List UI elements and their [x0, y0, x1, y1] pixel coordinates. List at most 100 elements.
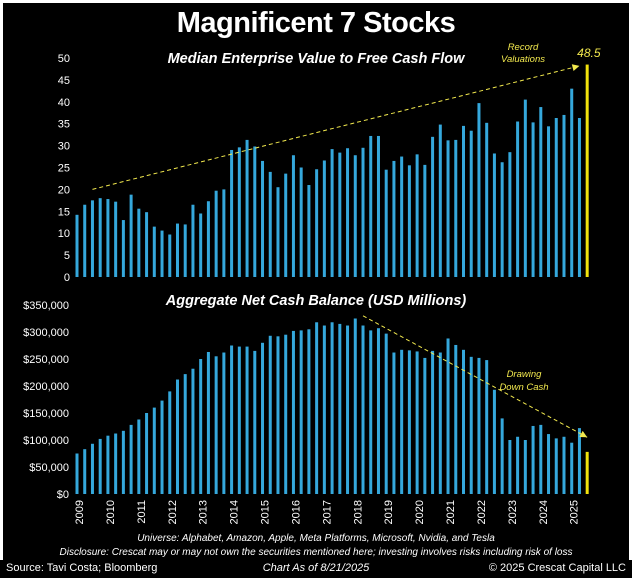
latest-value-label: 48.5	[577, 46, 601, 60]
net-cash-bar	[199, 359, 203, 494]
ev-fcf-bar	[516, 121, 520, 277]
ev-fcf-bar	[276, 187, 280, 277]
net-cash-bar	[338, 323, 342, 494]
ev-fcf-bar	[268, 171, 272, 277]
net-cash-bar	[415, 351, 419, 494]
year-tick-label: 2022	[476, 500, 488, 524]
ev-fcf-bar	[261, 160, 265, 277]
net-cash-bar	[160, 400, 164, 494]
ev-fcf-bar	[299, 167, 303, 277]
ev-fcf-bar	[492, 153, 496, 277]
net-cash-bar	[191, 368, 195, 494]
ev-fcf-bar	[222, 189, 226, 277]
net-cash-bar	[129, 424, 133, 494]
ev-fcf-y-tick-label: 25	[58, 163, 70, 175]
ev-fcf-bar	[75, 214, 79, 277]
net-cash-bar	[562, 436, 566, 494]
chart-date: Chart As of 8/21/2025	[262, 562, 370, 574]
net-cash-bar	[462, 349, 465, 494]
year-tick-label: 2018	[352, 500, 364, 524]
ev-fcf-bar	[106, 199, 110, 277]
ev-fcf-bar	[330, 149, 334, 277]
net-cash-bar	[361, 325, 365, 494]
ev-fcf-y-tick-label: 0	[64, 272, 70, 284]
annotation-valuations: Valuations	[501, 54, 545, 65]
ev-fcf-bar	[554, 118, 558, 277]
net-cash-y-tick-label: $150,000	[23, 408, 69, 420]
ev-fcf-bar	[121, 220, 125, 277]
net-cash-trend-arrowhead	[579, 430, 588, 438]
net-cash-bar	[446, 338, 450, 494]
ev-fcf-bar	[361, 147, 365, 277]
ev-fcf-bar	[284, 173, 288, 277]
ev-fcf-bar	[469, 130, 473, 277]
net-cash-trend-line	[362, 315, 588, 438]
year-tick-label: 2023	[507, 500, 519, 524]
net-cash-bar	[431, 350, 435, 494]
ev-fcf-bar	[423, 164, 427, 277]
ev-fcf-bar	[477, 103, 481, 277]
ev-fcf-bar	[338, 152, 342, 277]
ev-fcf-y-tick-label: 20	[58, 184, 70, 196]
net-cash-bar	[253, 350, 257, 494]
net-cash-bar	[268, 335, 272, 494]
net-cash-bar	[516, 436, 520, 494]
ev-fcf-bar	[245, 139, 249, 277]
ev-fcf-bar	[191, 204, 195, 277]
ev-fcf-bar	[415, 154, 419, 277]
net-cash-bar	[477, 357, 481, 494]
top-chart-subtitle: Median Enterprise Value to Free Cash Flo…	[167, 51, 465, 67]
ev-fcf-bar	[214, 190, 218, 277]
net-cash-bar	[83, 449, 87, 494]
ev-fcf-bar	[384, 169, 388, 277]
bottom-chart-subtitle: Aggregate Net Cash Balance (USD Millions…	[165, 293, 467, 309]
ev-fcf-bar	[438, 124, 442, 278]
ev-fcf-bar	[291, 155, 295, 277]
net-cash-bar	[284, 334, 288, 494]
footer-bar: Source: Tavi Costa; Bloomberg Chart As o…	[0, 560, 632, 578]
chart-panel: Magnificent 7 Stocks Median Enterprise V…	[3, 3, 629, 560]
net-cash-bar	[237, 346, 241, 494]
ev-fcf-bar	[315, 169, 319, 277]
ev-fcf-y-tick-label: 50	[58, 53, 70, 65]
net-cash-y-tick-label: $50,000	[29, 462, 69, 474]
net-cash-y-tick-label: $250,000	[23, 354, 69, 366]
net-cash-bar	[500, 418, 504, 494]
net-cash-bar	[376, 328, 380, 494]
ev-fcf-y-tick-label: 45	[58, 75, 70, 87]
ev-fcf-bar	[500, 162, 504, 277]
net-cash-bar	[75, 453, 79, 494]
net-cash-y-tick-label: $350,000	[23, 300, 69, 312]
year-tick-label: 2020	[414, 500, 426, 524]
ev-fcf-y-tick-label: 35	[58, 119, 70, 131]
net-cash-bar	[114, 433, 118, 494]
ev-fcf-bar	[129, 194, 133, 277]
net-cash-bar	[307, 329, 311, 494]
year-tick-label: 2024	[538, 500, 550, 524]
net-cash-bar	[454, 344, 458, 494]
net-cash-bar	[222, 352, 226, 494]
net-cash-bar	[554, 438, 558, 494]
source-credit: Source: Tavi Costa; Bloomberg	[6, 562, 158, 574]
net-cash-bar	[90, 443, 94, 494]
ev-fcf-bar	[454, 139, 458, 277]
ev-fcf-bar	[508, 152, 512, 277]
ev-fcf-y-tick-label: 15	[58, 206, 70, 218]
ev-fcf-bar	[462, 125, 465, 277]
year-tick-label: 2016	[290, 500, 302, 524]
ev-fcf-bar	[523, 99, 527, 277]
ev-fcf-bar	[206, 201, 210, 277]
net-cash-bar	[384, 333, 388, 494]
annotation-drawing: Drawing	[507, 369, 543, 380]
net-cash-bar	[407, 350, 411, 494]
ev-fcf-bar	[253, 146, 257, 277]
ev-fcf-bar	[237, 147, 241, 277]
net-cash-bar	[230, 345, 234, 494]
ev-fcf-bar	[114, 201, 118, 277]
year-tick-label: 2017	[321, 500, 333, 524]
ev-fcf-bar	[183, 224, 187, 277]
net-cash-bar	[299, 330, 303, 494]
copyright: © 2025 Crescat Capital LLC	[488, 562, 626, 574]
